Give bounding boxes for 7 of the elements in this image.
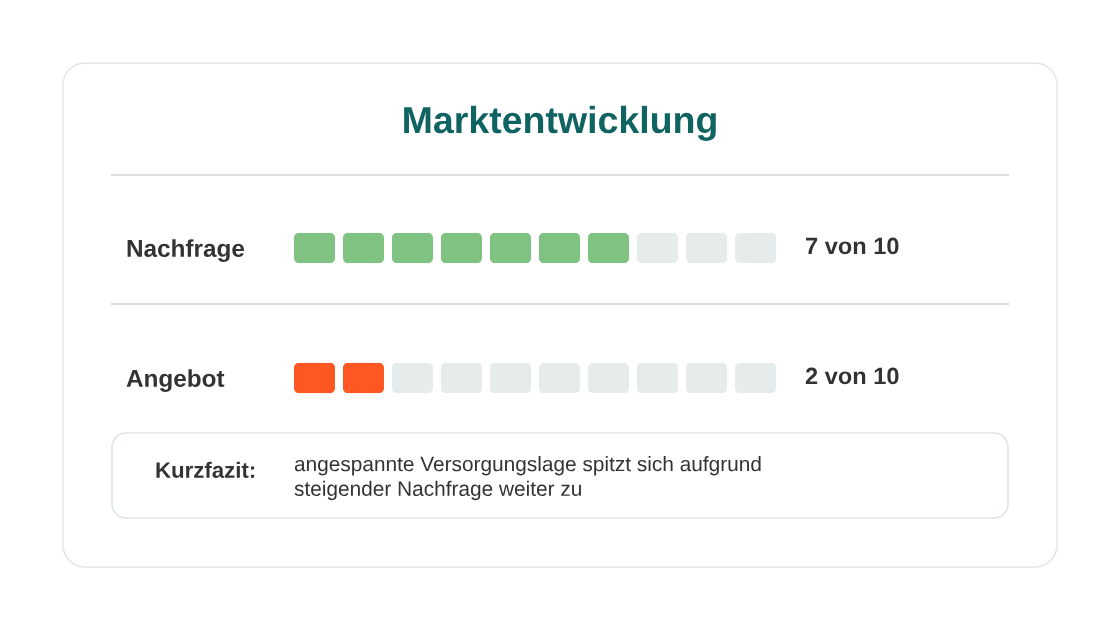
text: Kurzfazit:: [156, 461, 255, 478]
y-tick-label: Angebot: [126, 369, 225, 392]
data-label: 7 von 10: [806, 237, 899, 255]
chart-title: Marktentwicklung: [404, 105, 716, 141]
data-label: 2 von 10: [805, 367, 899, 385]
annotation: angespannte Versorgungslage spitzt sich aufgrund steigender Nachfrage weiter zu: [294, 456, 761, 501]
y-tick-label: Nachfrage: [127, 239, 245, 262]
